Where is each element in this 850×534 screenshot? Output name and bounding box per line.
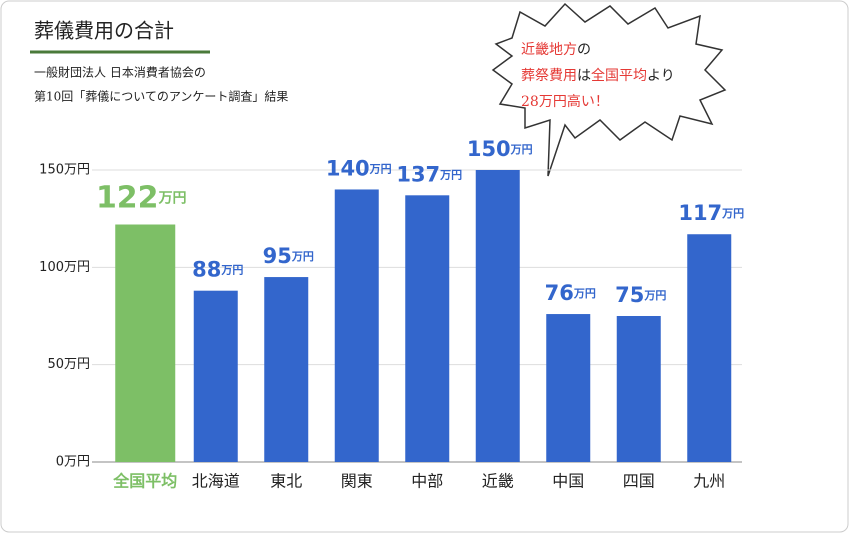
bar (405, 195, 450, 462)
data-label-unit: 万円 (439, 168, 462, 181)
bar (264, 277, 309, 462)
chart-title: 葬儀費用の合計 (34, 19, 174, 43)
annotation-part: 全国平均 (591, 67, 647, 84)
bar (193, 290, 238, 462)
bar (475, 170, 520, 462)
data-label-value: 95 (263, 244, 292, 268)
data-label-value: 140 (326, 156, 370, 180)
annotation: 葬祭費用は全国平均より (521, 67, 675, 84)
x-tick-label: 東北 (270, 472, 302, 491)
y-tick-label: 150万円 (39, 163, 90, 178)
y-tick-label: 0万円 (56, 455, 90, 470)
data-label: 88万円 (192, 258, 243, 282)
data-label: 95万円 (263, 244, 314, 268)
bar (334, 189, 379, 462)
y-tick-label: 50万円 (47, 357, 90, 372)
data-label-value: 117 (678, 201, 722, 225)
annotation-part: より (647, 68, 675, 84)
bar (115, 224, 176, 462)
annotation-part: の (577, 42, 591, 58)
x-tick-label: 全国平均 (112, 472, 177, 491)
x-tick-label: 中部 (411, 472, 443, 491)
bar (546, 314, 591, 462)
data-label: 75万円 (615, 283, 666, 307)
data-label-value: 88 (192, 258, 221, 282)
data-label-unit: 万円 (369, 162, 392, 175)
data-label-unit: 万円 (291, 250, 314, 263)
data-label: 140万円 (326, 156, 392, 180)
data-label: 117万円 (678, 201, 744, 225)
x-tick-label: 中国 (552, 472, 584, 491)
data-label-unit: 万円 (573, 287, 596, 300)
x-tick-label: 近畿 (482, 472, 514, 491)
annotation-part: 近畿地方 (521, 42, 577, 58)
data-label: 76万円 (545, 281, 596, 305)
data-label: 150万円 (467, 137, 533, 161)
annotation-part: は (577, 68, 591, 84)
annotation-part: 葬祭費用 (521, 68, 577, 84)
data-label-value: 122 (96, 180, 159, 215)
x-tick-label: 九州 (693, 472, 725, 491)
data-label-value: 76 (545, 281, 574, 305)
data-label-unit: 万円 (510, 143, 533, 156)
data-label-value: 75 (615, 283, 644, 307)
data-label-unit: 万円 (721, 207, 744, 220)
annotation-part: 28万円高い！ (521, 93, 609, 110)
bar (616, 316, 661, 462)
x-tick-label: 北海道 (192, 472, 240, 491)
y-tick-label: 100万円 (39, 260, 90, 275)
annotation: 近畿地方の (521, 42, 591, 58)
speech-bubble (491, 2, 727, 177)
x-tick-label: 関東 (341, 472, 373, 491)
subtitle: 一般財団法人 日本消費者協会の (34, 65, 206, 80)
data-label-value: 150 (467, 137, 511, 161)
x-tick-label: 四国 (623, 472, 655, 491)
data-label-unit: 万円 (643, 289, 666, 302)
subtitle: 第10回「葬儀についてのアンケート調査」結果 (34, 90, 288, 104)
annotation: 28万円高い！ (521, 93, 609, 110)
data-label-unit: 万円 (220, 264, 243, 277)
bar (687, 234, 732, 462)
data-label: 122万円 (96, 180, 187, 215)
data-label-value: 137 (396, 162, 440, 186)
data-label: 137万円 (396, 162, 462, 186)
data-label-unit: 万円 (158, 191, 187, 207)
